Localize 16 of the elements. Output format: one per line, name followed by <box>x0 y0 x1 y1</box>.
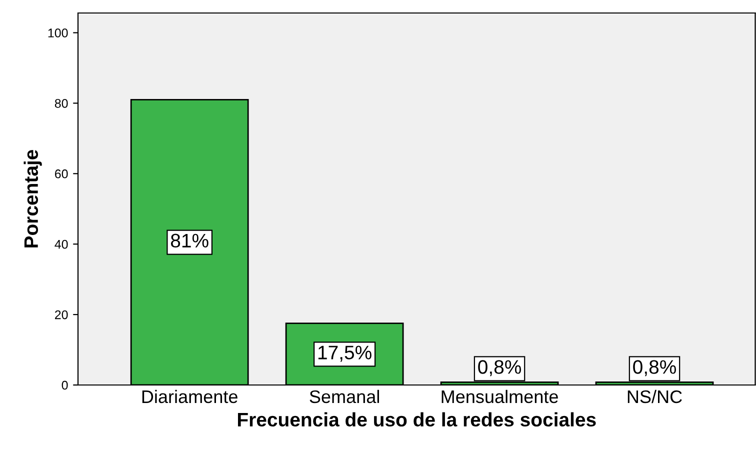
x-tick-label: NS/NC <box>628 390 682 404</box>
data-label: 17,5% <box>318 346 372 362</box>
x-axis-title: Frecuencia de uso de la redes sociales <box>238 412 596 427</box>
data-label: 0,8% <box>633 360 676 376</box>
y-tick-label: 20 <box>55 310 68 320</box>
y-axis-title: Porcentaje <box>24 150 42 248</box>
data-label: 0,8% <box>478 360 522 376</box>
y-tick-label: 40 <box>54 240 68 249</box>
x-tick-label: Mensualmente <box>442 390 558 404</box>
x-tick-label: Diariamente <box>142 390 238 404</box>
data-label: 81% <box>170 234 208 248</box>
y-tick-label: 100 <box>48 28 68 38</box>
x-tick-label: Semanal <box>310 390 379 404</box>
y-tick-label: 0 <box>62 380 68 390</box>
y-tick-label: 80 <box>54 98 68 108</box>
y-tick-label: 60 <box>55 169 68 178</box>
